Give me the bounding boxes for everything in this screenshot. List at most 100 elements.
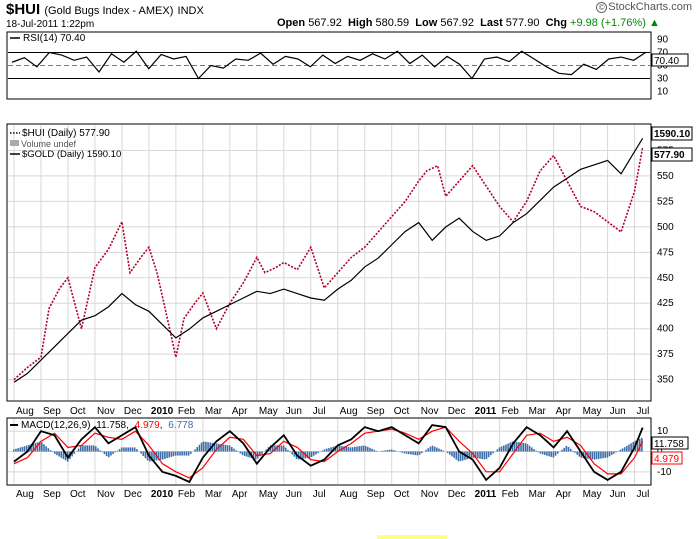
gold-value-badge: 1590.10 (651, 126, 693, 141)
histogram-bar (239, 451, 242, 454)
histogram-bar (133, 447, 136, 452)
histogram-bar (567, 446, 570, 452)
histogram-bar (468, 451, 471, 459)
histogram-bar (373, 449, 376, 452)
price-x-tick-label: Aug (340, 406, 358, 417)
histogram-bar (107, 451, 110, 458)
histogram-bar (179, 451, 181, 456)
price-x-tick-label: May (583, 406, 602, 417)
histogram-bar (440, 449, 442, 452)
histogram-bar (185, 451, 188, 456)
macd-x-tick-label: Feb (178, 489, 196, 500)
histogram-bar (280, 445, 283, 452)
histogram-bar (541, 451, 544, 455)
rsi-tick-label: 70 (657, 48, 669, 59)
histogram-bar (181, 451, 183, 456)
histogram-bar (539, 451, 542, 454)
histogram-bar (166, 451, 168, 459)
histogram-bar (481, 451, 483, 460)
histogram-bar (174, 451, 177, 456)
histogram-bar (356, 446, 358, 452)
price-tick-label: 525 (657, 196, 674, 207)
histogram-bar (418, 451, 421, 455)
histogram-bar (436, 447, 438, 452)
histogram-bar (114, 451, 117, 453)
macd-x-tick-label: May (259, 489, 278, 500)
macd-x-tick-label: Jul (313, 489, 326, 500)
histogram-bar (500, 446, 503, 452)
histogram-bar (97, 448, 99, 452)
signal-line (13, 426, 644, 479)
histogram-bar (438, 448, 440, 452)
price-x-tick-label: Oct (394, 406, 410, 417)
histogram-bar (602, 451, 604, 459)
hui-value-badge: 577.90 (651, 147, 693, 162)
histogram-bar (399, 451, 401, 453)
chg-value: +9.98 (+1.76%) (570, 17, 646, 29)
macd-x-tick-label: 2010 (151, 489, 174, 500)
histogram-bar (47, 448, 50, 452)
macd-x-tick-label: Jun (610, 489, 626, 500)
histogram-bar (95, 446, 97, 452)
histogram-bar (550, 451, 553, 457)
rsi-legend: RSI(14) 70.40 (10, 33, 86, 44)
histogram-bar (528, 445, 531, 452)
histogram-bar (15, 448, 17, 452)
histogram-bar (168, 451, 171, 458)
macd-x-tick-label: Oct (70, 489, 86, 500)
price-panel-frame (6, 123, 652, 402)
gold-line (13, 137, 644, 383)
histogram-bar (347, 447, 350, 452)
histogram-bar (56, 451, 58, 456)
histogram-bar (226, 445, 229, 452)
histogram-bar (597, 451, 600, 459)
price-x-tick-label: May (259, 406, 278, 417)
price-x-tick-label: Mar (205, 406, 223, 417)
macd-x-tick-label: Aug (16, 489, 34, 500)
histogram-bar (576, 451, 578, 455)
histogram-bar (386, 450, 389, 452)
price-x-tick-label: 2011 (475, 406, 497, 417)
up-triangle-icon: ▲ (648, 17, 660, 29)
high-label: High (347, 17, 373, 29)
signal-value-badge: 4.979 (651, 451, 683, 465)
histogram-bar (248, 451, 250, 458)
histogram-bar (317, 451, 319, 454)
histogram-bar (615, 451, 617, 453)
histogram-bar (382, 450, 384, 452)
histogram-bar (641, 437, 643, 452)
index-name: (Gold Bugs Index - AMEX) (44, 5, 174, 17)
histogram-bar (32, 443, 35, 452)
histogram-bar (591, 451, 594, 460)
price-x-tick-label: Nov (97, 406, 115, 417)
histogram-bar (215, 443, 218, 452)
histogram-bar (546, 451, 548, 456)
svg-text:MACD(12,26,9) 11.758,: MACD(12,26,9) 11.758, 4.979, 6.778 (21, 420, 194, 431)
histogram-bar (451, 451, 453, 457)
histogram-bar (38, 441, 41, 452)
histogram-bar (619, 449, 622, 452)
chg-label: Chg (545, 17, 567, 29)
macd-x-tick-label: 2011 (475, 489, 497, 500)
histogram-bar (187, 451, 190, 456)
histogram-bar (412, 451, 414, 455)
histogram-bar (526, 444, 529, 452)
histogram-bar (490, 451, 492, 456)
histogram-bar (123, 447, 125, 452)
histogram-bar (328, 448, 330, 452)
histogram-bar (172, 451, 175, 457)
histogram-bar (17, 448, 19, 452)
macd-x-tick-label: Aug (340, 489, 358, 500)
hui-legend-text: $HUI (Daily) 577.90 (22, 128, 110, 139)
histogram-bar (235, 450, 237, 452)
histogram-bar (449, 451, 451, 455)
histogram-bar (284, 447, 287, 452)
histogram-bar (278, 445, 281, 452)
price-tick-label: 350 (657, 375, 674, 386)
histogram-bar (13, 449, 15, 452)
histogram-bar (287, 449, 289, 452)
histogram-bar (584, 451, 587, 459)
macd-legend-name: MACD(12,26,9) (21, 420, 90, 431)
histogram-bar (151, 451, 153, 462)
macd-x-tick-label: Sep (43, 489, 61, 500)
